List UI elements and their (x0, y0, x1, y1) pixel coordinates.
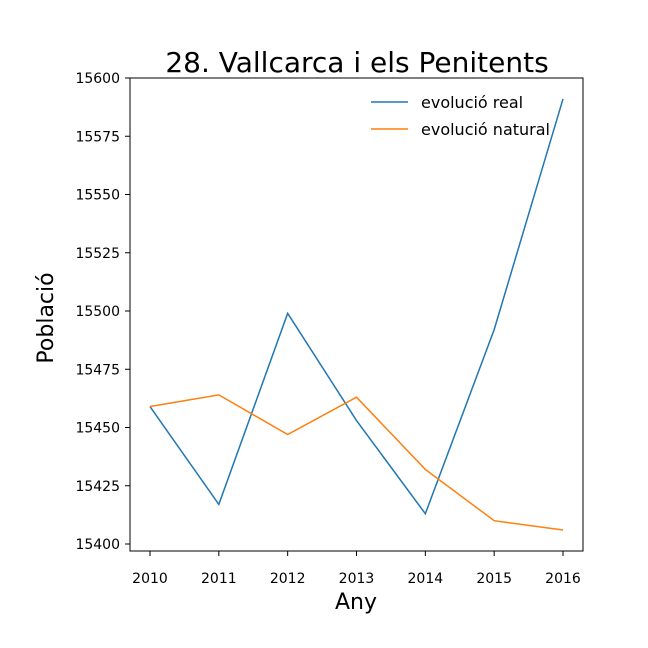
x-tick-label: 2013 (339, 571, 375, 587)
y-tick-label: 15450 (75, 421, 120, 437)
x-tick-label: 2015 (476, 571, 512, 587)
y-tick-label: 15600 (75, 71, 120, 87)
x-tick-label: 2014 (408, 571, 444, 587)
y-tick-label: 15575 (75, 129, 120, 145)
y-axis: 15400 15425 15450 15475 15500 15525 15550 15575… (75, 71, 130, 553)
plot-area (129, 77, 584, 552)
legend-label: evolució real (421, 93, 523, 112)
series-line-evolucio-real (149, 98, 564, 516)
series-lines (149, 98, 564, 531)
legend: evolució real evolució natural (371, 93, 550, 139)
y-axis-label: Població (34, 272, 59, 363)
y-tick-label: 15475 (75, 362, 120, 378)
x-tick-label: 2016 (545, 571, 581, 587)
y-tick-label: 15525 (75, 246, 120, 262)
legend-label: evolució natural (421, 120, 550, 139)
x-axis-label: Any (335, 590, 377, 615)
y-tick-label: 15425 (75, 479, 120, 495)
plot-frame (129, 77, 584, 552)
y-tick-label: 15500 (75, 304, 120, 320)
chart-title: 28. Vallcarca i els Penitents (165, 46, 548, 79)
x-tick-label: 2011 (201, 571, 237, 587)
x-tick-label: 2012 (270, 571, 306, 587)
y-tick-label: 15400 (75, 537, 120, 553)
x-axis: 2010 2011 2012 2013 2014 2015 2016 (132, 551, 581, 587)
series-line-evolucio-natural (149, 394, 564, 531)
y-tick-label: 15550 (75, 188, 120, 204)
x-tick-label: 2010 (132, 571, 168, 587)
